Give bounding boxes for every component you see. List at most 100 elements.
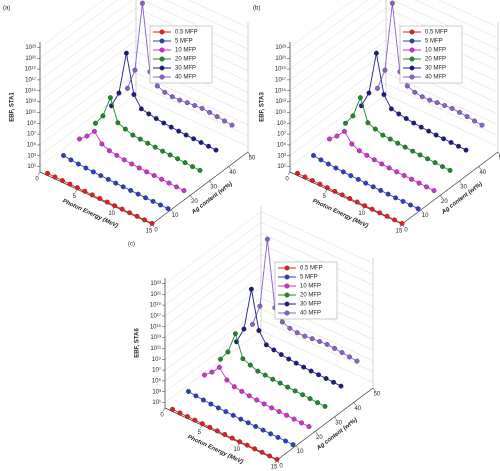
data-point [318,157,324,163]
z-tick-label: 10 [172,213,179,219]
grid-line [289,7,387,81]
data-point [267,453,272,459]
y-axis-label: EBF, STA6 [135,328,141,358]
y-tick-label: 10¹¹ [25,110,36,116]
data-point [181,188,187,194]
y-tick-label: 10¹ [27,164,36,170]
data-point [169,94,175,100]
data-point [91,128,97,134]
data-point [67,181,73,187]
grid-line [164,330,262,403]
data-point [209,369,215,375]
data-point [158,202,163,208]
data-point [244,442,250,448]
legend-box [399,25,463,84]
data-point [412,89,418,95]
data-point [309,336,315,342]
data-point [302,174,308,180]
z-tick-label: 50 [499,156,500,162]
grid-line [260,222,374,275]
data-point [415,206,421,212]
grid-line [260,211,374,264]
data-point [122,126,128,132]
z-tick [478,166,482,170]
data-point [416,180,422,186]
data-point [425,156,431,162]
y-tick-label: 10¹⁹ [25,66,37,73]
grid-line [164,297,262,371]
y-tick-label: 10⁷ [152,367,161,374]
z-tick-label: 40 [479,170,486,176]
data-point [463,147,469,153]
z-tick-label: 30 [210,184,217,190]
legend-marker [159,74,165,80]
z-tick [247,151,251,156]
y-tick-label: 10³ [152,389,161,395]
panel: 10¹ 10³ 10⁵ 10⁷ 10⁹ 10¹¹ 10¹³ 10¹⁵ 10¹⁷ 10¹⁹ 10²¹ 1… [253,0,500,235]
legend-marker [159,56,165,62]
data-point [142,217,147,223]
grid-line [39,18,137,91]
legend-marker [159,47,165,53]
data-point [370,184,376,190]
data-point [271,347,277,353]
y-tick-label: 10¹⁵ [25,87,37,94]
data-point [231,384,237,390]
data-point [255,368,261,374]
data-point [229,435,235,441]
data-point [317,181,323,187]
data-point [254,397,260,403]
data-point [263,342,269,348]
legend-marker [159,38,165,44]
data-point [121,157,127,163]
data-point [198,140,204,145]
data-point [144,169,150,175]
data-point [270,376,276,382]
z-axis [151,151,249,225]
data-point [168,124,174,130]
grid-line [289,18,387,91]
data-point [229,122,235,128]
data-point [384,213,390,219]
grid-line [289,61,387,135]
data-point [257,303,263,309]
data-point [214,428,220,434]
data-point [216,364,222,370]
data-point [293,360,299,366]
legend-marker [284,310,290,316]
data-point [68,157,74,163]
y-tick-label: 10²¹ [275,56,286,62]
data-point [316,372,322,378]
data-point [283,438,288,444]
y-tick-label: 10⁹ [27,120,37,127]
data-point [380,132,386,138]
data-point [105,176,111,182]
grid-line [289,0,354,48]
y-tick-label: 10⁵ [152,377,162,384]
data-point [322,403,328,409]
data-point [238,416,244,422]
grid-line [39,83,137,156]
data-point [349,141,355,147]
data-point [113,180,119,186]
data-point [45,170,50,176]
data-point [154,83,160,89]
data-point [387,136,393,142]
z-tick-label: 50 [249,156,256,162]
data-point [247,362,253,368]
data-point [279,319,285,325]
z-tick-label: 30 [335,420,342,426]
data-point [431,188,437,194]
data-point [372,126,378,132]
data-point [375,85,380,91]
data-point [184,100,190,106]
data-point [106,148,112,154]
data-point [323,376,329,381]
data-point [433,132,439,138]
data-point [135,191,141,197]
data-point [99,141,105,147]
legend-marker [409,65,415,71]
legend-label: 5 MFP [425,39,443,45]
data-point [248,286,254,292]
z-tick-label: 30 [460,184,467,190]
